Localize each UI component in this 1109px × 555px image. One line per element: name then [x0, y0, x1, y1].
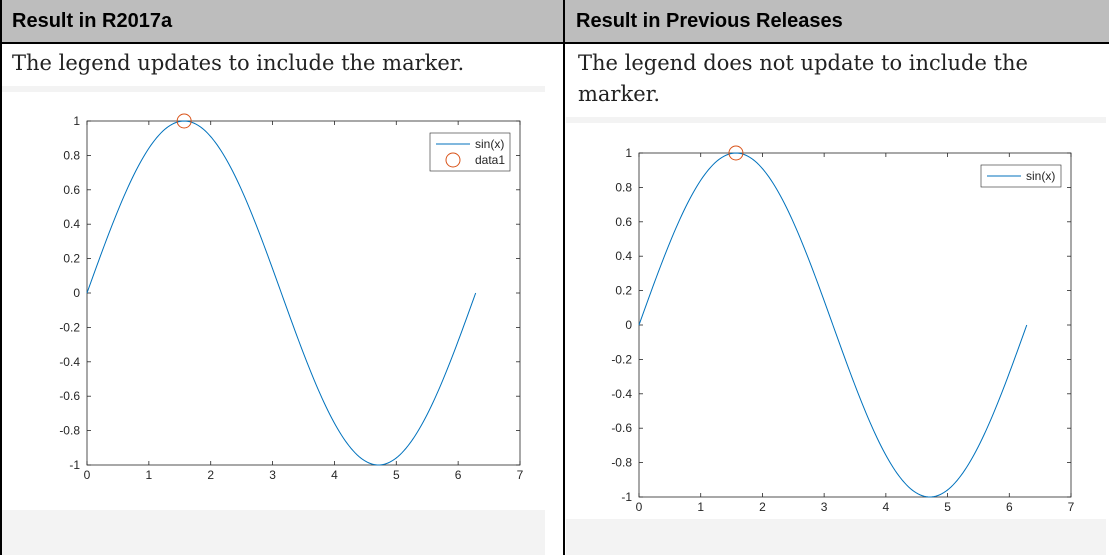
- y-tick-label: 0: [73, 286, 80, 300]
- x-tick-label: 0: [84, 468, 91, 482]
- left-bottom-band: [1, 510, 545, 555]
- x-tick-label: 2: [207, 468, 214, 482]
- axes-box: [638, 152, 1072, 498]
- y-tick-label: -1: [621, 490, 632, 504]
- y-tick-label: -0.4: [611, 387, 632, 401]
- series-marker-point: [728, 145, 744, 161]
- y-tick-label: -0.6: [59, 389, 80, 403]
- table-header-row: [0, 0, 1109, 42]
- x-tick-label: 4: [331, 468, 338, 482]
- chart-previous-releases: 0 1 2 3 4 5 6 7 -1 -0.8 -0.6 -0.4 -0.2 0 0.2 0.4 0.6 0.8 1…: [611, 145, 1075, 514]
- y-tick-label: 0.6: [63, 183, 80, 197]
- y-tick-label: 0.2: [615, 284, 632, 298]
- x-tick-label: 4: [883, 500, 890, 514]
- x-tick-label: 1: [146, 468, 153, 482]
- y-tick-label: 0: [625, 318, 632, 332]
- header-previous-releases: Result in Previous Releases: [576, 10, 843, 32]
- x-tick-label: 5: [393, 468, 400, 482]
- y-tick-label: 0.2: [63, 252, 80, 266]
- header-r2017a: Result in R2017a: [12, 10, 173, 32]
- y-tick-label: -1: [69, 458, 80, 472]
- y-tick-label: 0.8: [615, 180, 632, 194]
- x-tick-label: 1: [697, 500, 704, 514]
- y-tick-label: -0.6: [611, 421, 632, 435]
- x-tick-label: 5: [944, 500, 951, 514]
- legend-marker-swatch: [445, 152, 461, 168]
- legend-box: [429, 132, 511, 172]
- y-tick-label: -0.2: [59, 320, 80, 334]
- x-tick-label: 3: [269, 468, 276, 482]
- x-tick-label: 0: [636, 500, 643, 514]
- right-desc-band: [566, 117, 1106, 123]
- right-bottom-band: [566, 519, 1106, 555]
- chart-r2017a: 0 1 2 3 4 5 6 7 -1 -0.8 -0.6 -0.4 -0.2 0 0.2 0.4 0.6 0.8 1…: [59, 113, 524, 482]
- y-tick-label: -0.2: [611, 352, 632, 366]
- y-tick-label: 0.6: [615, 215, 632, 229]
- legend-entry-label: sin(x): [1026, 169, 1055, 183]
- column-divider: [563, 0, 565, 555]
- description-previous: The legend does not update to include th…: [578, 51, 1028, 106]
- header-bottom-border: [0, 42, 1109, 44]
- x-tick-label: 6: [455, 468, 462, 482]
- y-tick-label: -0.8: [611, 456, 632, 470]
- legend-entry-label: sin(x): [475, 137, 504, 151]
- left-desc-band: [1, 86, 545, 92]
- y-tick-label: 1: [625, 146, 632, 160]
- y-tick-label: 0.8: [63, 148, 80, 162]
- x-tick-label: 7: [517, 468, 524, 482]
- x-tick-label: 6: [1006, 500, 1013, 514]
- axes-box: [86, 120, 521, 466]
- y-tick-label: -0.8: [59, 424, 80, 438]
- table-left-border: [0, 0, 2, 555]
- legend-entry-label: data1: [475, 153, 505, 167]
- y-tick-label: 0.4: [615, 249, 632, 263]
- series-sin-line: [86, 120, 477, 466]
- series-marker-point: [176, 113, 192, 129]
- x-tick-label: 7: [1068, 500, 1075, 514]
- x-tick-label: 3: [821, 500, 828, 514]
- x-tick-label: 2: [759, 500, 766, 514]
- description-r2017a: The legend updates to include the marker…: [12, 51, 465, 75]
- y-tick-label: 0.4: [63, 217, 80, 231]
- y-tick-label: -0.4: [59, 355, 80, 369]
- y-tick-label: 1: [73, 114, 80, 128]
- series-sin-line: [638, 152, 1028, 498]
